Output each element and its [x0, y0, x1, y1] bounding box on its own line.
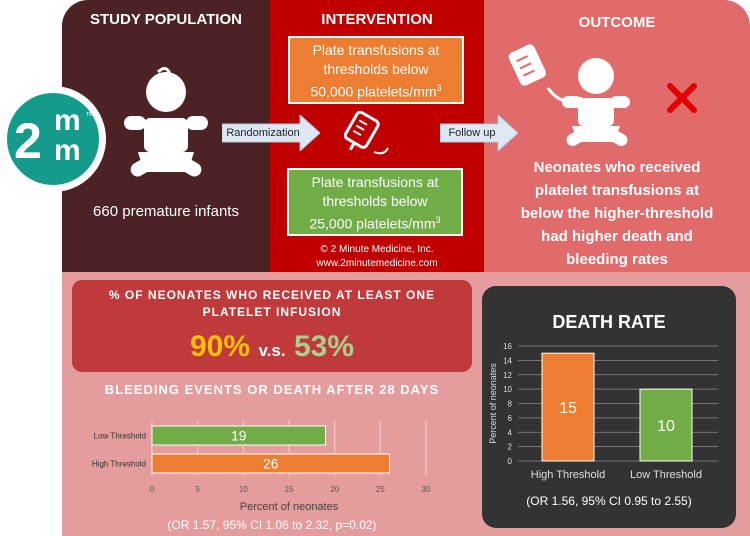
- bleeding-chart: 0 5 10 15 20 25 30 Low Threshold 19 High Threshol…: [92, 420, 431, 513]
- bleeding-footnote: (OR 1.57, 95% CI 1.06 to 2.32, p=0.02): [167, 518, 377, 532]
- bleeding-category-label: High Threshold: [92, 460, 146, 469]
- follow-up-arrow: [440, 115, 518, 151]
- death-rate-footnote: (OR 1.56, 95% CI 0.95 to 2.55): [526, 494, 692, 508]
- death-bar: [639, 388, 693, 462]
- death-y-tick-label: 16: [503, 342, 512, 351]
- logo-circle: [7, 93, 99, 185]
- outcome-line-1: Neonates who received: [533, 159, 701, 176]
- website: www.2minutemedicine.com: [316, 258, 438, 269]
- bleeding-bar-value-label: 26: [263, 456, 279, 472]
- percent-value-low: 53%: [294, 330, 355, 363]
- transfusion-bag-icon: [344, 110, 389, 155]
- death-rate-card: [482, 286, 736, 528]
- high-threshold-line2: thresholds below: [323, 61, 429, 77]
- bleeding-x-tick-label: 20: [330, 485, 339, 494]
- death-y-tick-label: 6: [508, 414, 513, 423]
- bleeding-bar-value-label: 19: [231, 428, 247, 444]
- bleeding-x-tick-label: 5: [195, 485, 200, 494]
- bleeding-x-tick-label: 25: [376, 485, 385, 494]
- logo-text-m-bottom: m: [54, 134, 81, 167]
- death-bar-value-label: 10: [657, 418, 675, 435]
- percent-value-high: 90%: [189, 330, 250, 363]
- bleeding-x-tick-label: 10: [239, 485, 248, 494]
- randomization-arrow: [222, 115, 320, 151]
- death-category-label: High Threshold: [531, 469, 605, 481]
- high-threshold-line1: Plate transfusions at: [312, 42, 440, 58]
- bleeding-bar: [151, 453, 390, 474]
- logo-tm: TM: [86, 112, 94, 118]
- death-y-tick-label: 4: [508, 428, 513, 437]
- outcome-line-5: bleeding rates: [566, 251, 668, 268]
- outcome-title: OUTCOME: [578, 14, 656, 31]
- outcome-line-3: below the higher-threshold: [520, 205, 714, 222]
- percent-infusion-box: [72, 280, 472, 372]
- high-threshold-line3: 50,000 platelets/mm: [310, 83, 437, 100]
- low-threshold-line2: thresholds below: [322, 193, 428, 209]
- death-y-tick-label: 8: [508, 400, 513, 409]
- baby-icon: [124, 67, 208, 177]
- low-threshold-sup: 3: [435, 215, 441, 225]
- study-title: STUDY POPULATION: [90, 11, 242, 28]
- low-threshold-line1: Plate transfusions at: [311, 174, 439, 190]
- copyright: © 2 Minute Medicine, Inc.: [320, 244, 434, 255]
- outcome-line-2: platelet transfusions at: [534, 182, 700, 199]
- death-category-label: Low Threshold: [630, 469, 702, 481]
- percent-box-line1: % OF NEONATES WHO RECEIVED AT LEAST ONE: [108, 288, 436, 302]
- bleeding-bar: [151, 425, 327, 446]
- death-bar: [541, 352, 595, 462]
- death-y-tick-label: 2: [508, 443, 513, 452]
- low-threshold-box: Plate transfusions at thresholds below 2…: [287, 168, 463, 236]
- percent-vs: v.s.: [258, 341, 286, 360]
- death-y-tick-label: 12: [503, 371, 512, 380]
- bleeding-title: BLEEDING EVENTS OR DEATH AFTER 28 DAYS: [104, 382, 440, 397]
- death-y-tick-label: 10: [503, 385, 512, 394]
- death-rate-chart: 0 2 4 6 8 10 12 14 16 15 High Threshold 10 Low Thres…: [488, 342, 718, 481]
- bleeding-x-tick-label: 0: [150, 485, 155, 494]
- x-mark-icon: [667, 83, 697, 113]
- bleeding-category-label: Low Threshold: [94, 432, 146, 441]
- randomization-label: Randomization: [226, 127, 300, 139]
- intervention-title: INTERVENTION: [321, 11, 433, 28]
- death-y-axis-label: Percent of neonates: [488, 363, 498, 444]
- bleeding-x-tick-label: 30: [422, 485, 431, 494]
- logo-text-m-top: m: [54, 104, 81, 137]
- death-y-tick-label: 14: [503, 356, 512, 365]
- bleeding-x-axis-label: Percent of neonates: [240, 501, 339, 513]
- death-bar-value-label: 15: [559, 400, 577, 417]
- percent-comparison: 90% v.s. 53%: [72, 330, 472, 364]
- death-rate-title: DEATH RATE: [552, 312, 666, 332]
- follow-up-label: Follow up: [448, 127, 496, 139]
- low-threshold-line3: 25,000 platelets/mm: [309, 215, 436, 232]
- logo: 2 m m TM: [0, 86, 106, 192]
- baby-with-transfusion-icon: [508, 44, 630, 146]
- percent-box-line2: PLATELET INFUSION: [202, 305, 342, 319]
- high-threshold-sup: 3: [436, 83, 442, 93]
- bleeding-x-tick-label: 15: [285, 485, 294, 494]
- death-y-tick-label: 0: [508, 457, 513, 466]
- logo-text-2: 2: [14, 113, 42, 169]
- outcome-text: Neonates who received platelet transfusi…: [484, 156, 750, 271]
- study-caption: 660 premature infants: [93, 203, 239, 220]
- high-threshold-box: Plate transfusions at thresholds below 5…: [288, 36, 464, 104]
- outcome-line-4: had higher death and: [541, 228, 693, 245]
